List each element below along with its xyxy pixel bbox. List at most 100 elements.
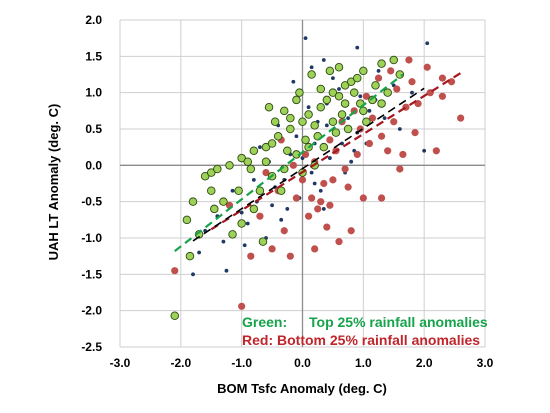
green-data-point	[185, 251, 195, 261]
all-data-point	[230, 188, 235, 193]
red-data-point	[262, 169, 270, 177]
all-data-point	[327, 156, 332, 160]
green-data-point	[349, 88, 359, 97]
red-data-point	[405, 56, 413, 64]
all-data-point	[367, 108, 372, 113]
all-data-point	[321, 207, 326, 211]
all-data-point	[340, 141, 344, 146]
red-data-point	[365, 139, 374, 148]
green-data-point	[246, 164, 256, 174]
all-data-point	[279, 217, 284, 222]
green-data-point	[383, 88, 392, 97]
y-tick-label: 1.5	[85, 49, 102, 63]
green-data-point	[331, 128, 341, 137]
red-data-point	[408, 78, 416, 86]
green-data-point	[340, 81, 350, 90]
all-data-point	[239, 210, 244, 215]
green-data-point	[264, 102, 274, 112]
all-data-point	[306, 105, 311, 110]
all-data-point	[337, 87, 341, 91]
y-tick-label: -1.0	[81, 231, 102, 245]
red-data-point	[374, 74, 383, 82]
green-data-point	[346, 77, 356, 87]
green-data-point	[301, 135, 310, 145]
all-data-point	[355, 45, 360, 50]
green-data-point	[292, 95, 301, 105]
red-data-point	[289, 161, 297, 169]
all-data-point	[425, 41, 430, 46]
green-data-point	[261, 157, 271, 166]
green-data-point	[334, 92, 344, 101]
red-data-point	[399, 150, 407, 159]
red-data-point	[438, 92, 447, 100]
green-data-point	[237, 219, 246, 228]
green-data-point	[210, 204, 219, 214]
green-data-point	[377, 59, 386, 68]
green-data-point	[270, 117, 280, 126]
x-tick-label: 0.0	[294, 356, 311, 370]
red-data-point	[438, 74, 447, 82]
green-data-point	[213, 164, 222, 174]
red-data-point	[335, 238, 343, 246]
red-data-point	[359, 194, 367, 202]
legend-green-prefix: Green:	[242, 314, 287, 330]
x-tick-label: -1.0	[231, 356, 252, 370]
all-trendline	[192, 87, 425, 242]
green-data-point	[261, 142, 271, 152]
y-tick-label: 2.0	[85, 13, 102, 27]
legend-annotation: Green: Top 25% rainfall anomalies Red: B…	[242, 314, 488, 348]
green-data-point	[340, 99, 350, 108]
all-data-point	[242, 243, 247, 248]
red-data-point	[308, 194, 316, 202]
red-data-point	[292, 194, 301, 202]
all-data-point	[349, 159, 354, 164]
red-data-point	[393, 85, 401, 93]
x-tick-label: 2.0	[416, 356, 433, 370]
all-data-point	[197, 250, 201, 255]
green-data-point	[325, 66, 335, 76]
red-data-point	[387, 67, 395, 75]
all-data-point	[346, 116, 351, 120]
red-data-point	[390, 118, 398, 126]
green-data-point	[359, 106, 368, 116]
green-data-point	[182, 215, 192, 225]
red-data-point	[311, 245, 319, 253]
all-data-point	[285, 207, 290, 211]
red-data-point	[368, 114, 377, 122]
red-data-point	[411, 129, 419, 137]
red-data-point	[323, 223, 331, 231]
green-data-point	[304, 110, 313, 119]
green-data-point	[237, 153, 246, 163]
green-trendline	[174, 73, 404, 252]
red-data-point	[256, 212, 264, 220]
red-data-point	[320, 179, 328, 188]
red-data-point	[384, 147, 392, 155]
all-data-point	[318, 188, 323, 193]
green-data-point	[280, 106, 289, 116]
green-data-point	[206, 168, 216, 177]
red-data-point	[447, 78, 456, 86]
red-data-point	[329, 176, 337, 184]
y-tick-label: -2.5	[81, 340, 102, 354]
red-data-point	[326, 136, 334, 144]
all-data-point	[309, 170, 314, 175]
all-data-point	[245, 221, 250, 226]
x-tick-label: 1.0	[355, 356, 372, 370]
all-data-point	[397, 127, 402, 131]
all-data-point	[251, 177, 256, 182]
all-data-point	[303, 36, 308, 41]
zero-axes	[120, 20, 485, 347]
trendlines	[174, 72, 462, 252]
all-data-point	[321, 58, 326, 62]
green-data-point	[343, 124, 353, 134]
red-data-point	[247, 252, 255, 260]
all-data-point	[312, 181, 317, 186]
green-data-point	[298, 117, 307, 126]
legend-red-prefix: Red:	[242, 332, 273, 348]
red-trendline	[210, 72, 462, 231]
red-data-point	[298, 176, 307, 184]
red-data-point	[326, 201, 334, 209]
green-data-point	[371, 81, 380, 90]
green-data-point	[353, 73, 362, 83]
